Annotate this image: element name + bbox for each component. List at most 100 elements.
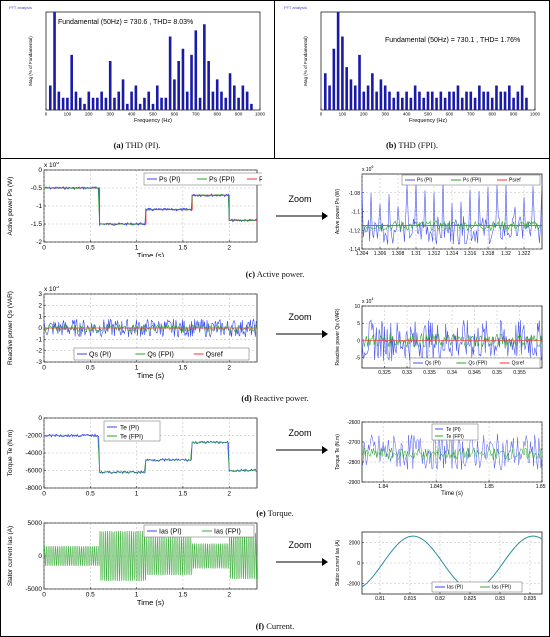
bar xyxy=(48,85,52,110)
bar xyxy=(418,91,421,110)
legend-entry: Te (FPI) xyxy=(120,434,143,441)
y-tick-label: 5000 xyxy=(28,520,43,527)
bar xyxy=(181,48,185,110)
bar xyxy=(490,97,494,110)
x-tick-label: 1.5 xyxy=(178,365,187,372)
x-tick-label: 400 xyxy=(403,112,411,117)
series-qs-pi xyxy=(43,318,258,338)
x-tick-label: 0.5 xyxy=(86,245,95,252)
bar xyxy=(482,91,485,110)
bar xyxy=(130,91,133,110)
y-tick-label: -0.5 xyxy=(31,185,43,192)
bar xyxy=(383,85,387,110)
x-tick-label: 0.345 xyxy=(468,370,481,376)
zoom-label: Zoom xyxy=(288,312,311,322)
legend-entry: Ias (PI) xyxy=(447,585,463,591)
x-tick-label: 0 xyxy=(42,245,46,252)
x-tick-label: 2 xyxy=(227,592,231,599)
caption-b: (b) THD (FPI). xyxy=(385,140,439,150)
legend-entry: Qs (FPI) xyxy=(147,352,173,359)
x-tick-label: 1.5 xyxy=(178,592,187,599)
legend-entry: Qsref xyxy=(206,352,223,359)
x-tick-label: 0.815 xyxy=(404,596,417,602)
series-qs-pi xyxy=(361,319,543,362)
x-tick-label: 400 xyxy=(128,112,136,117)
y-tick-label: 10 xyxy=(354,304,360,310)
y-tick-label: -2 xyxy=(36,239,42,246)
y-axis-label: Active power Ps (W) xyxy=(335,189,341,235)
bar xyxy=(422,97,426,110)
bar xyxy=(207,61,210,110)
bar xyxy=(215,79,219,110)
y-tick-label: -8000 xyxy=(25,485,42,492)
bar xyxy=(61,97,65,110)
y-tick-label: -1 xyxy=(36,336,42,343)
y-tick-label: -1.5 xyxy=(31,221,43,228)
bar xyxy=(345,67,348,110)
y-tick-label: -1.12 xyxy=(349,228,361,234)
x-tick-label: 1000 xyxy=(255,112,266,117)
y-axis-label: Torque Te (N.m) xyxy=(335,434,341,470)
y-axis-label: Active power Ps (W) xyxy=(7,177,14,236)
frame-row1-bottom xyxy=(0,158,550,159)
legend-entry: Ps (FPI) xyxy=(463,178,482,184)
bar xyxy=(512,97,515,110)
bar xyxy=(366,85,370,110)
x-tick-label: 100 xyxy=(64,112,72,117)
y-axis-label: Reactive power Qs (VAR) xyxy=(7,291,14,365)
x-tick-label: 1.5 xyxy=(178,245,187,252)
bar xyxy=(100,91,103,110)
zoom-label: Zoom xyxy=(288,540,311,550)
bar xyxy=(138,103,142,110)
x-tick-label: 0.835 xyxy=(524,596,537,602)
x-tick-label: 1.85 xyxy=(484,484,494,490)
bar xyxy=(358,54,361,110)
bar xyxy=(250,103,253,110)
bar xyxy=(155,85,159,110)
x-tick-label: 700 xyxy=(192,112,200,117)
bar xyxy=(66,97,69,110)
legend-box xyxy=(431,581,523,593)
current-zoom-chart: 0.81 0.815 0.82 0.825 0.83 0.835 2000 0 -2000 Sta… xyxy=(335,531,543,602)
legend-entry: Qs (PI) xyxy=(89,352,111,359)
bar xyxy=(121,79,125,110)
torque-zoom-chart: 1.84 1.845 1.85 1.855 -2600 -2700 -2800 -2900 Ti… xyxy=(335,420,546,497)
y-axis-label: Mag (% of Fundamental) xyxy=(303,36,308,86)
x-tick-label: 900 xyxy=(510,112,518,117)
zoom-label: Zoom xyxy=(288,428,311,438)
y-tick-label: -2900 xyxy=(347,480,360,486)
bar xyxy=(435,97,438,110)
bar xyxy=(520,85,524,110)
x-tick-label: 700 xyxy=(467,112,475,117)
x-tick-label: 1.322 xyxy=(518,251,531,257)
bar xyxy=(168,36,172,110)
x-tick-label: 1.316 xyxy=(464,251,477,257)
bar xyxy=(185,91,189,110)
legend-entry: Qsref xyxy=(512,361,525,367)
bar xyxy=(164,97,168,110)
bar xyxy=(336,12,340,110)
frame-top xyxy=(0,0,550,1)
x-tick-label: 1.304 xyxy=(356,251,369,257)
bar xyxy=(448,91,451,110)
x-tick-label: 600 xyxy=(171,112,179,117)
x-tick-label: 600 xyxy=(446,112,454,117)
y-axis-label: Mag (% of Fundamental) xyxy=(28,36,33,86)
bar xyxy=(375,91,378,110)
thd-annotation: Fundamental (50Hz) = 730.1 , THD= 1.76% xyxy=(385,37,520,44)
legend-entry: Ias (FPI) xyxy=(492,585,512,591)
x-tick-label: 1.318 xyxy=(482,251,495,257)
bar xyxy=(328,85,331,110)
series-qs-fpi xyxy=(43,323,258,333)
bar xyxy=(91,97,95,110)
series-te-fpi xyxy=(361,447,543,461)
x-axis-label: Frequency (Hz) xyxy=(409,118,447,124)
axis-exponent: x 106 xyxy=(362,165,373,173)
axis-exponent: x 106 xyxy=(44,162,59,169)
y-tick-label: 0 xyxy=(38,553,42,560)
y-tick-label: -2 xyxy=(36,348,42,355)
x-tick-label: 800 xyxy=(488,112,496,117)
bar xyxy=(173,79,176,110)
frame-left xyxy=(0,0,1,637)
